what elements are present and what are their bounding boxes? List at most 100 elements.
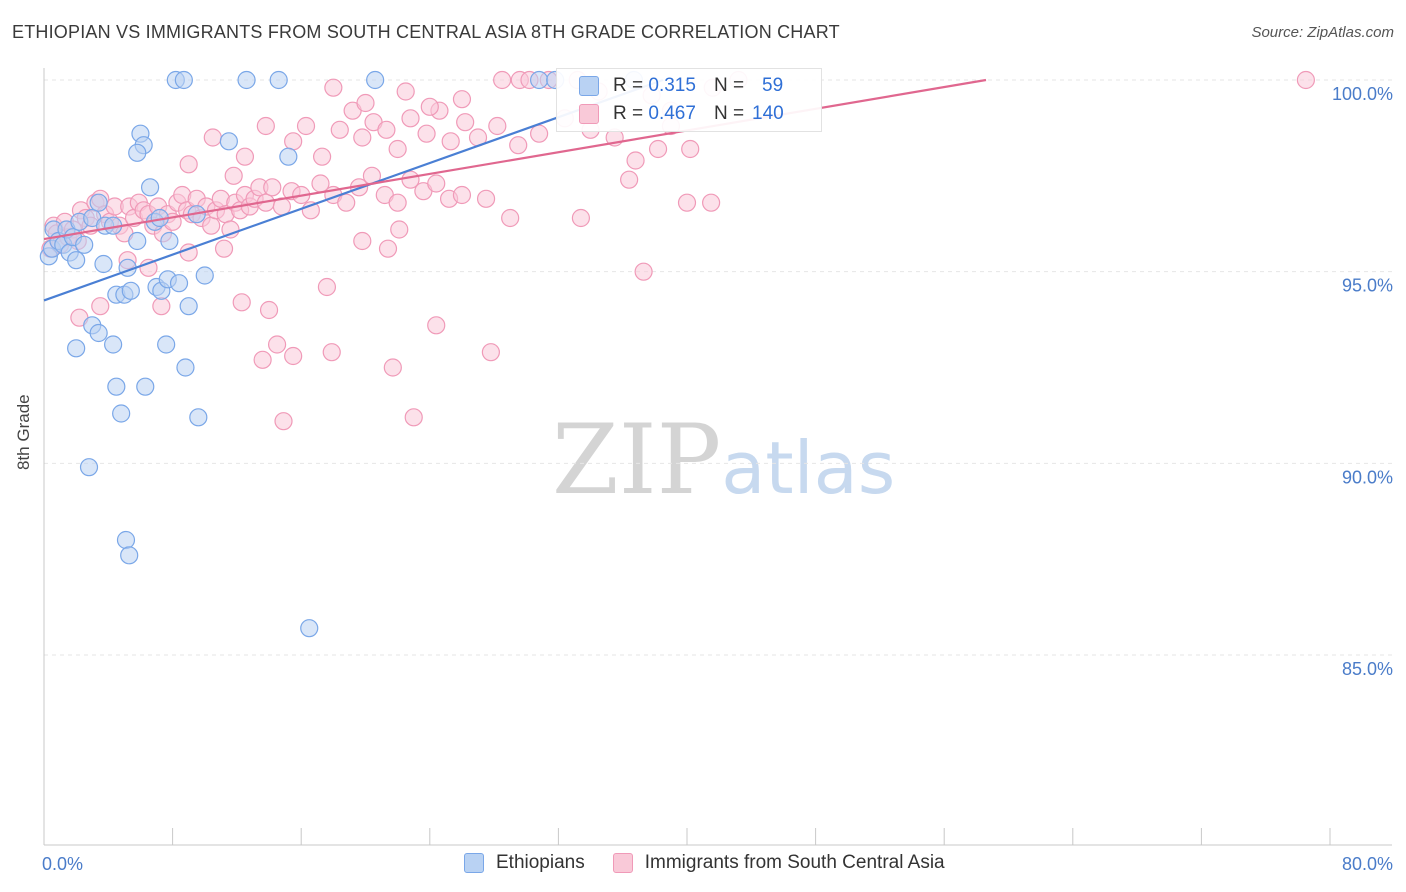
point-immigrants: [317, 277, 337, 297]
point-immigrants: [221, 220, 240, 239]
point-ethiopians: [79, 458, 99, 477]
legend-swatch-immigrants: [612, 853, 633, 873]
point-immigrants: [263, 178, 282, 197]
point-immigrants: [152, 297, 171, 316]
source-label: Source: ZipAtlas.com: [1251, 24, 1394, 41]
point-immigrants: [388, 193, 407, 212]
point-immigrants: [284, 346, 303, 366]
point-immigrants: [481, 343, 500, 362]
point-immigrants: [452, 90, 472, 109]
point-immigrants: [1296, 70, 1315, 90]
point-immigrants: [377, 120, 396, 139]
point-ethiopians: [219, 132, 238, 151]
legend-row-ethiopians: R = 0.315 N = 59: [579, 73, 783, 99]
point-immigrants: [235, 147, 255, 166]
point-ethiopians: [140, 178, 160, 197]
point-immigrants: [476, 189, 496, 208]
point-ethiopians: [189, 408, 208, 427]
point-ethiopians: [174, 70, 193, 90]
point-ethiopians: [195, 266, 214, 285]
series-ethiopians-points: [39, 70, 644, 638]
watermark-atlas: atlas: [721, 426, 896, 510]
point-immigrants: [620, 170, 639, 189]
point-immigrants: [356, 93, 375, 113]
point-immigrants: [404, 408, 423, 427]
point-immigrants: [179, 155, 198, 174]
point-immigrants: [702, 193, 721, 212]
point-ethiopians: [269, 70, 288, 90]
point-immigrants: [396, 82, 415, 101]
point-immigrants: [634, 262, 653, 281]
point-immigrants: [267, 335, 287, 354]
point-immigrants: [256, 116, 275, 136]
point-ethiopians: [67, 251, 86, 270]
point-immigrants: [284, 132, 303, 151]
point-immigrants: [427, 316, 446, 335]
point-immigrants: [493, 70, 512, 90]
legend-swatch-ethiopians: [464, 853, 484, 873]
point-ethiopians: [530, 70, 549, 90]
point-immigrants: [571, 208, 591, 228]
x-tick-label-max: 80.0%: [1342, 854, 1393, 874]
point-immigrants: [530, 124, 549, 143]
point-immigrants: [91, 297, 110, 316]
point-immigrants: [417, 124, 436, 143]
point-ethiopians: [136, 377, 155, 396]
point-immigrants: [626, 151, 645, 170]
point-immigrants: [388, 139, 407, 159]
point-immigrants: [509, 136, 528, 155]
point-immigrants: [259, 300, 279, 320]
point-ethiopians: [179, 297, 198, 316]
axes: [43, 68, 1392, 846]
point-immigrants: [501, 208, 520, 228]
point-immigrants: [456, 113, 475, 132]
point-ethiopians: [160, 231, 179, 251]
legend-row-immigrants: R = 0.467 N = 140: [579, 101, 784, 127]
point-immigrants: [427, 174, 446, 193]
point-ethiopians: [116, 530, 136, 550]
point-immigrants: [378, 239, 398, 258]
point-immigrants: [390, 220, 409, 239]
series-legend: Ethiopians Immigrants from South Central…: [464, 852, 973, 874]
point-immigrants: [677, 193, 697, 212]
point-immigrants: [232, 293, 251, 312]
point-ethiopians: [169, 274, 189, 293]
watermark-zip: ZIP: [552, 404, 722, 516]
legend-item-ethiopians[interactable]: Ethiopians: [464, 852, 585, 874]
point-ethiopians: [107, 377, 126, 396]
legend-r-value: 0.315: [648, 75, 696, 96]
point-ethiopians: [157, 335, 176, 354]
point-ethiopians: [94, 254, 113, 274]
point-immigrants: [312, 147, 332, 166]
point-immigrants: [253, 350, 272, 369]
legend-r-value: 0.467: [648, 103, 696, 124]
legend-n-value: 59: [762, 75, 784, 96]
point-ethiopians: [121, 281, 140, 300]
point-immigrants: [488, 116, 507, 136]
tick-labels: 85.0% 90.0% 95.0% 100.0% 0.0% 80.0%: [42, 84, 1393, 874]
point-ethiopians: [67, 339, 86, 358]
point-immigrants: [330, 120, 349, 139]
trend-line-immigrants: [43, 78, 987, 241]
point-ethiopians: [366, 70, 385, 90]
y-tick-label: 95.0%: [1342, 276, 1393, 296]
point-ethiopians: [128, 143, 147, 162]
legend-label-immigrants: Immigrants from South Central Asia: [644, 852, 945, 873]
point-ethiopians: [104, 335, 123, 354]
legend-item-immigrants[interactable]: Immigrants from South Central Asia: [612, 852, 945, 874]
legend-n-value: 140: [752, 103, 784, 124]
legend-swatch-ethiopians: [579, 76, 599, 96]
point-immigrants: [452, 185, 472, 205]
point-immigrants: [296, 116, 316, 136]
point-immigrants: [401, 109, 420, 128]
point-ethiopians: [89, 193, 108, 212]
point-ethiopians: [176, 358, 195, 377]
watermark: ZIPatlas: [552, 404, 895, 516]
legend-n-label: N =: [713, 75, 745, 96]
y-tick-label: 90.0%: [1342, 467, 1393, 487]
point-ethiopians: [112, 404, 131, 423]
point-immigrants: [648, 139, 668, 159]
point-immigrants: [224, 166, 243, 185]
point-immigrants: [322, 343, 341, 362]
chart-title: ETHIOPIAN VS IMMIGRANTS FROM SOUTH CENTR…: [12, 22, 840, 42]
